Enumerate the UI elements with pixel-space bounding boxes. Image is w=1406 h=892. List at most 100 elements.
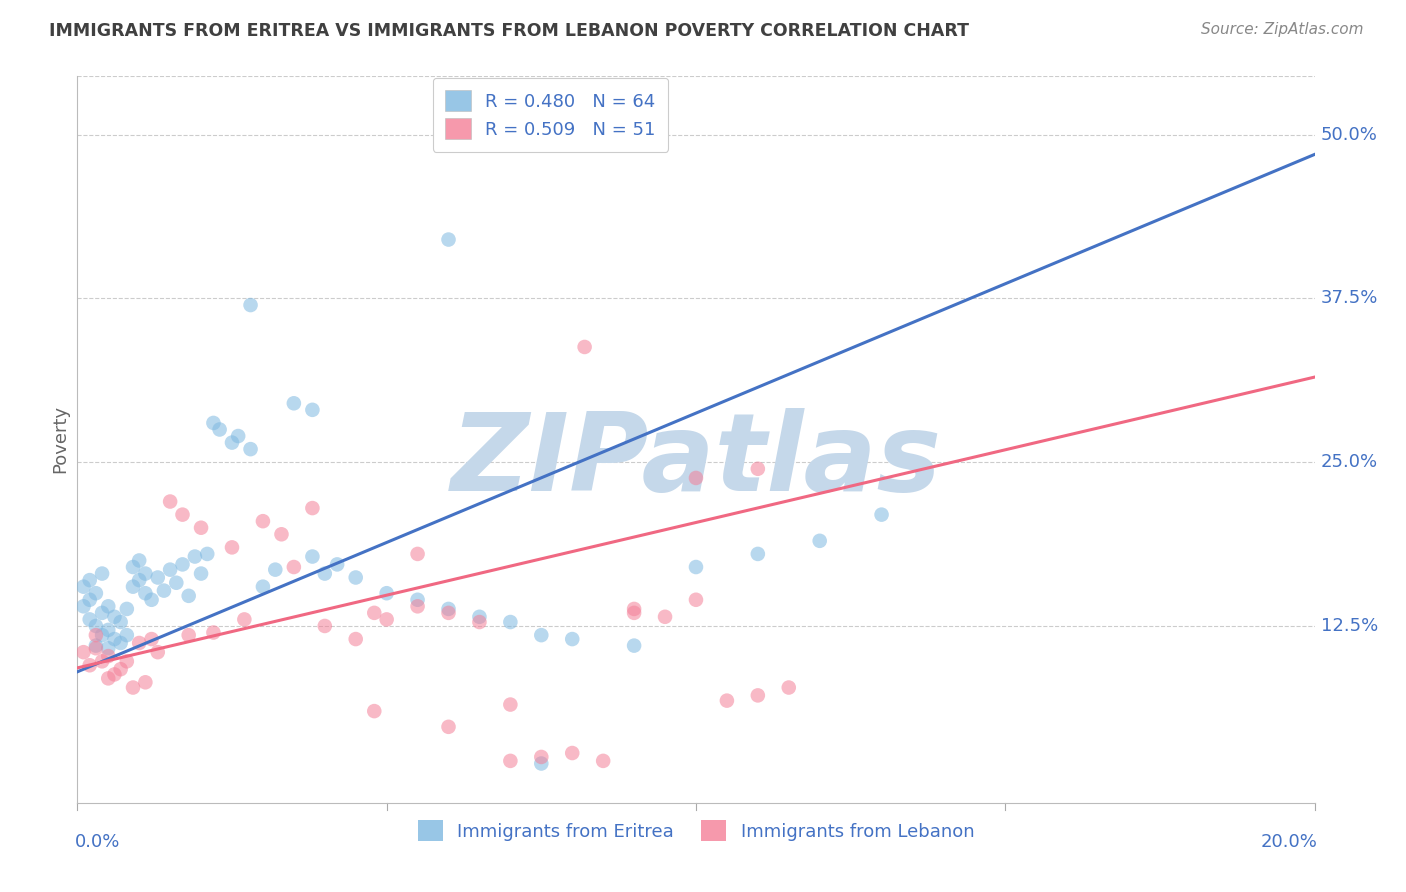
Text: 25.0%: 25.0% — [1320, 453, 1378, 471]
Point — [685, 560, 707, 574]
Point — [623, 602, 645, 616]
Point — [97, 649, 120, 664]
Point — [239, 298, 262, 312]
Point — [84, 641, 107, 656]
Point — [314, 619, 336, 633]
Point — [177, 589, 200, 603]
Point — [153, 583, 176, 598]
Point — [165, 575, 187, 590]
Point — [252, 514, 274, 528]
Point — [561, 632, 583, 646]
Point — [91, 606, 114, 620]
Point — [406, 592, 429, 607]
Point — [561, 746, 583, 760]
Point — [202, 625, 225, 640]
Point — [84, 586, 107, 600]
Point — [530, 750, 553, 764]
Point — [134, 586, 156, 600]
Point — [301, 549, 323, 564]
Point — [808, 533, 831, 548]
Point — [406, 599, 429, 614]
Point — [84, 619, 107, 633]
Point — [301, 501, 323, 516]
Point — [499, 698, 522, 712]
Point — [363, 704, 385, 718]
Point — [437, 606, 460, 620]
Point — [685, 592, 707, 607]
Point — [195, 547, 218, 561]
Point — [468, 615, 491, 629]
Point — [326, 558, 349, 572]
Text: 0.0%: 0.0% — [75, 833, 121, 851]
Point — [530, 756, 553, 771]
Point — [283, 396, 305, 410]
Point — [103, 667, 125, 681]
Point — [437, 602, 460, 616]
Point — [747, 462, 769, 476]
Point — [91, 654, 114, 668]
Point — [122, 560, 145, 574]
Point — [79, 612, 101, 626]
Point — [314, 566, 336, 581]
Point — [252, 580, 274, 594]
Point — [128, 553, 150, 567]
Point — [91, 566, 114, 581]
Point — [128, 636, 150, 650]
Point — [97, 623, 120, 637]
Point — [97, 599, 120, 614]
Point — [437, 233, 460, 247]
Text: 12.5%: 12.5% — [1320, 617, 1378, 635]
Point — [172, 558, 194, 572]
Point — [685, 471, 707, 485]
Point — [375, 586, 398, 600]
Point — [84, 628, 107, 642]
Text: 37.5%: 37.5% — [1320, 290, 1378, 308]
Point — [747, 689, 769, 703]
Point — [110, 636, 132, 650]
Point — [283, 560, 305, 574]
Point — [91, 628, 114, 642]
Point — [97, 671, 120, 685]
Point — [172, 508, 194, 522]
Point — [134, 675, 156, 690]
Point — [870, 508, 893, 522]
Point — [146, 570, 169, 584]
Point — [623, 639, 645, 653]
Point — [122, 681, 145, 695]
Legend: Immigrants from Eritrea, Immigrants from Lebanon: Immigrants from Eritrea, Immigrants from… — [411, 813, 981, 848]
Point — [778, 681, 800, 695]
Point — [623, 606, 645, 620]
Point — [110, 662, 132, 676]
Point — [103, 632, 125, 646]
Point — [177, 628, 200, 642]
Point — [103, 609, 125, 624]
Point — [128, 573, 150, 587]
Point — [530, 628, 553, 642]
Text: IMMIGRANTS FROM ERITREA VS IMMIGRANTS FROM LEBANON POVERTY CORRELATION CHART: IMMIGRANTS FROM ERITREA VS IMMIGRANTS FR… — [49, 22, 969, 40]
Point — [375, 612, 398, 626]
Point — [190, 521, 212, 535]
Text: 50.0%: 50.0% — [1320, 126, 1378, 144]
Point — [146, 645, 169, 659]
Point — [159, 563, 181, 577]
Point — [574, 340, 596, 354]
Point — [202, 416, 225, 430]
Point — [72, 580, 94, 594]
Point — [79, 592, 101, 607]
Point — [141, 632, 163, 646]
Point — [115, 654, 138, 668]
Point — [654, 609, 676, 624]
Point — [97, 641, 120, 656]
Point — [79, 658, 101, 673]
Point — [747, 547, 769, 561]
Point — [184, 549, 207, 564]
Y-axis label: Poverty: Poverty — [51, 405, 69, 474]
Point — [122, 580, 145, 594]
Point — [468, 609, 491, 624]
Point — [226, 429, 249, 443]
Text: ZIPatlas: ZIPatlas — [450, 409, 942, 514]
Point — [716, 693, 738, 707]
Point — [141, 592, 163, 607]
Point — [363, 606, 385, 620]
Point — [406, 547, 429, 561]
